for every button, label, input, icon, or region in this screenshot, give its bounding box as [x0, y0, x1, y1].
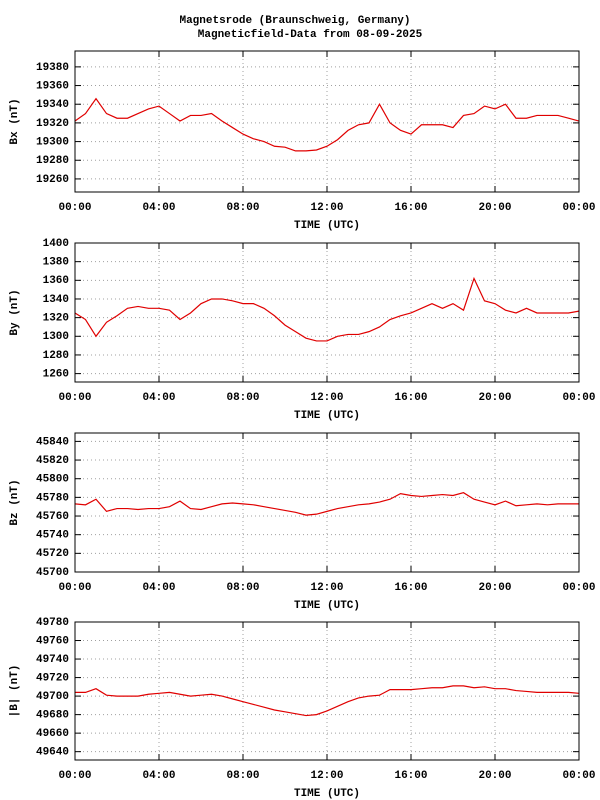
x-tick-label: 16:00 [394, 202, 427, 214]
x-tick-label: 04:00 [142, 202, 175, 214]
x-tick-label: 00:00 [58, 392, 91, 404]
y-tick-label: 49680 [36, 710, 69, 722]
x-tick-label: 20:00 [478, 202, 511, 214]
y-tick-label: 19320 [36, 118, 69, 130]
y-tick-label: 45800 [36, 474, 69, 486]
x-tick-label: 08:00 [226, 582, 259, 594]
x-tick-label: 00:00 [562, 770, 595, 782]
x-tick-label: 04:00 [142, 392, 175, 404]
plot-frame [74, 621, 580, 761]
x-tick-label: 04:00 [142, 770, 175, 782]
x-tick-label: 16:00 [394, 770, 427, 782]
y-tick-label: 1400 [43, 238, 69, 250]
y-tick-label: 1380 [43, 257, 69, 269]
x-tick-label: 20:00 [478, 392, 511, 404]
data-line [74, 97, 580, 152]
y-tick-label: 45780 [36, 492, 69, 504]
y-tick-label: 49640 [36, 747, 69, 759]
y-tick-label: 49780 [36, 617, 69, 629]
y-tick-label: 1280 [43, 350, 69, 362]
x-tick-label: 20:00 [478, 770, 511, 782]
y-tick-label: 49740 [36, 654, 69, 666]
y-axis-label: Bx (nT) [9, 98, 21, 144]
x-tick-label: 08:00 [226, 770, 259, 782]
y-tick-label: 45760 [36, 511, 69, 523]
x-tick-label: 00:00 [562, 202, 595, 214]
y-tick-label: 1320 [43, 313, 69, 325]
x-tick-label: 08:00 [226, 202, 259, 214]
y-tick-label: 19300 [36, 136, 69, 148]
x-tick-label: 12:00 [310, 392, 343, 404]
y-tick-label: 49660 [36, 728, 69, 740]
y-tick-label: 45820 [36, 455, 69, 467]
x-tick-label: 12:00 [310, 582, 343, 594]
x-axis-label: TIME (UTC) [294, 220, 360, 232]
y-tick-label: 45840 [36, 436, 69, 448]
x-axis-label: TIME (UTC) [294, 410, 360, 422]
x-tick-label: 04:00 [142, 582, 175, 594]
data-line [74, 492, 579, 516]
x-tick-label: 00:00 [58, 582, 91, 594]
y-tick-label: 1260 [43, 369, 69, 381]
y-tick-label: 19380 [36, 62, 69, 74]
x-tick-label: 16:00 [394, 582, 427, 594]
y-tick-label: 49720 [36, 672, 69, 684]
x-tick-label: 12:00 [310, 202, 343, 214]
x-tick-label: 00:00 [58, 202, 91, 214]
x-tick-label: 16:00 [394, 392, 427, 404]
y-tick-label: 19360 [36, 80, 69, 92]
chart-subtitle: Magneticfield-Data from 08-09-2025 [198, 29, 423, 41]
data-line [74, 276, 580, 342]
y-axis-label: By (nT) [9, 289, 21, 335]
plot-frame [74, 432, 580, 573]
x-tick-label: 12:00 [310, 770, 343, 782]
y-tick-label: 19280 [36, 155, 69, 167]
y-tick-label: 45720 [36, 548, 69, 560]
y-tick-label: 49760 [36, 635, 69, 647]
x-axis-label: TIME (UTC) [294, 600, 360, 612]
y-tick-label: 45700 [36, 567, 69, 579]
x-axis-label: TIME (UTC) [294, 788, 360, 800]
x-tick-label: 00:00 [562, 392, 595, 404]
plot-frame [74, 242, 580, 383]
y-axis-label: Bz (nT) [9, 479, 21, 525]
y-tick-label: 19340 [36, 99, 69, 111]
x-tick-label: 00:00 [562, 582, 595, 594]
y-tick-label: 1300 [43, 331, 69, 343]
plot-frame [74, 50, 580, 193]
y-axis-label: |B| (nT) [9, 665, 21, 718]
y-tick-label: 19260 [36, 174, 69, 186]
x-tick-label: 08:00 [226, 392, 259, 404]
x-tick-label: 20:00 [478, 582, 511, 594]
y-tick-label: 1360 [43, 275, 69, 287]
y-tick-label: 49700 [36, 691, 69, 703]
y-tick-label: 1340 [43, 294, 69, 306]
data-line [75, 685, 580, 717]
x-tick-label: 00:00 [58, 770, 91, 782]
y-tick-label: 45740 [36, 530, 69, 542]
chart-title: Magnetsrode (Braunschweig, Germany) [179, 15, 410, 27]
